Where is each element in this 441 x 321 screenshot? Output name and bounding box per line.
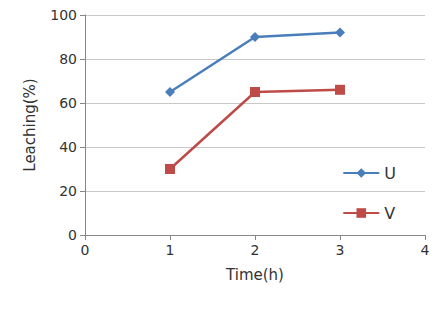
svg-text:0: 0 <box>68 227 77 243</box>
svg-text:100: 100 <box>50 7 77 23</box>
svg-text:U: U <box>384 164 396 183</box>
svg-text:20: 20 <box>59 183 77 199</box>
svg-text:3: 3 <box>336 242 345 258</box>
svg-text:4: 4 <box>421 242 430 258</box>
svg-text:60: 60 <box>59 95 77 111</box>
svg-text:V: V <box>384 204 395 223</box>
svg-text:Leaching(%): Leaching(%) <box>21 78 39 171</box>
svg-text:Time(h): Time(h) <box>225 266 284 284</box>
svg-text:40: 40 <box>59 139 77 155</box>
svg-text:80: 80 <box>59 51 77 67</box>
svg-text:0: 0 <box>81 242 90 258</box>
svg-text:1: 1 <box>166 242 175 258</box>
svg-text:2: 2 <box>251 242 260 258</box>
